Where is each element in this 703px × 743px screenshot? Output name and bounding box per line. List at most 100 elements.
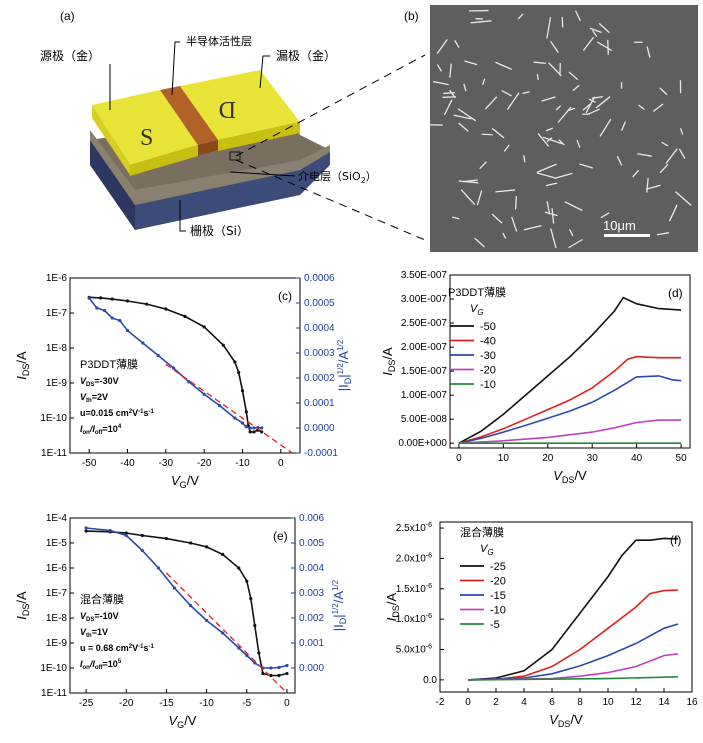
data-point bbox=[260, 426, 264, 430]
x-tick-label: 50 bbox=[676, 453, 688, 464]
x-tick-label: 0 bbox=[456, 453, 462, 464]
zoom-box bbox=[229, 151, 241, 161]
nanowire bbox=[638, 104, 645, 111]
y-tick-label: 5.0x10-6 bbox=[396, 644, 432, 656]
data-point bbox=[87, 296, 91, 300]
y2-tick-label: 0.002 bbox=[299, 613, 324, 624]
x-tick-label: 12 bbox=[630, 697, 642, 708]
y2-tick-label: 0.004 bbox=[299, 563, 324, 574]
nanowire bbox=[582, 36, 595, 51]
nanowire bbox=[551, 208, 555, 224]
data-point bbox=[108, 528, 112, 533]
data-point bbox=[164, 307, 168, 311]
data-point bbox=[261, 671, 265, 676]
nanowire bbox=[536, 73, 539, 81]
data-point bbox=[285, 671, 289, 676]
y2-tick-label: 0.0005 bbox=[304, 298, 335, 309]
series-line bbox=[467, 623, 679, 681]
series-line bbox=[165, 363, 293, 454]
y-tick-label: 0.0 bbox=[423, 675, 437, 686]
drain-electrode-top bbox=[180, 70, 300, 140]
nanowire bbox=[479, 161, 487, 170]
panel-label: (e) bbox=[273, 529, 288, 543]
legend-entry: -10 bbox=[480, 379, 496, 391]
y2-tick-label: -0.0001 bbox=[304, 448, 338, 459]
nanowire bbox=[506, 92, 520, 110]
data-point bbox=[164, 536, 169, 541]
vds-param: VDS=-30V bbox=[80, 376, 119, 388]
x-tick-label: -20 bbox=[119, 698, 134, 709]
onoff-param: Ion/Ioff=104 bbox=[80, 424, 122, 436]
y-tick-label: 1E-11 bbox=[41, 688, 67, 699]
data-point bbox=[244, 410, 248, 414]
drain-electrode-side bbox=[218, 122, 300, 151]
nanowire bbox=[585, 96, 596, 114]
nanowire bbox=[491, 213, 503, 224]
gate-label: 栅极（Si） bbox=[190, 223, 249, 238]
data-point bbox=[125, 328, 130, 333]
y2-tick-label: 0.0003 bbox=[304, 348, 335, 359]
y-tick-label: 5.00E-008 bbox=[401, 414, 448, 425]
y2-tick-label: 0.0006 bbox=[304, 273, 335, 284]
nanowire bbox=[646, 46, 651, 58]
y2-axis-label: |ID|1/2/A1/2 bbox=[331, 579, 348, 631]
x-axis-label: VDS/V bbox=[553, 468, 587, 485]
nanowire bbox=[591, 30, 598, 37]
vth-param: Vth=2V bbox=[80, 392, 108, 404]
data-point bbox=[102, 308, 107, 313]
chart-title: P3DDT薄膜 bbox=[448, 285, 506, 299]
nanowire bbox=[589, 27, 602, 34]
data-point bbox=[140, 548, 144, 553]
source-electrode-top bbox=[92, 90, 198, 165]
mobility-param: u=0.015 cm2V-1s-1 bbox=[80, 408, 155, 418]
nanowire bbox=[454, 40, 460, 48]
y-tick-label: 0.00E+000 bbox=[398, 438, 447, 449]
data-point bbox=[205, 545, 209, 549]
nanowire bbox=[544, 211, 558, 217]
data-point bbox=[248, 430, 252, 434]
series-line bbox=[467, 676, 679, 681]
nanowire bbox=[616, 155, 623, 166]
data-point bbox=[249, 596, 253, 601]
nanowire bbox=[564, 201, 583, 211]
onoff-param: Ion/Ioff=105 bbox=[80, 659, 122, 671]
data-point bbox=[95, 306, 99, 310]
y-tick-label: 1.00E-007 bbox=[401, 390, 448, 401]
panel-b-sem-image: (b) 10μm bbox=[404, 5, 698, 252]
nanowire bbox=[536, 172, 555, 179]
data-point bbox=[277, 673, 281, 678]
zoom-line-bottom bbox=[235, 159, 426, 241]
y-tick-label: 1.0x10-6 bbox=[396, 613, 432, 625]
y-tick-label: 1E-6 bbox=[46, 273, 68, 284]
nanowire bbox=[463, 83, 467, 92]
nanowire bbox=[582, 103, 592, 111]
y-axis-label: IDS/A bbox=[14, 351, 31, 380]
chart-title: 混合薄膜 bbox=[460, 525, 504, 539]
y-tick-label: 1E-10 bbox=[40, 413, 67, 424]
legend-entry: -30 bbox=[480, 350, 496, 362]
data-point bbox=[248, 426, 252, 430]
x-tick-label: -5 bbox=[242, 698, 251, 709]
data-point bbox=[221, 631, 225, 635]
data-point bbox=[188, 541, 193, 545]
nanowire bbox=[659, 163, 669, 174]
semiconductor-label: 半导体活性层 bbox=[186, 34, 252, 48]
nanowire bbox=[449, 63, 452, 78]
y2-tick-label: 0.0004 bbox=[304, 323, 335, 334]
x-tick-label: -25 bbox=[79, 698, 94, 709]
data-point bbox=[233, 360, 237, 364]
series-line bbox=[86, 527, 288, 669]
drain-letter: D bbox=[219, 96, 236, 122]
x-axis-label: VDS/V bbox=[549, 712, 583, 729]
legend-entry: -5 bbox=[490, 619, 500, 631]
film-label: P3DDT薄膜 bbox=[80, 357, 138, 371]
nanowire bbox=[433, 80, 449, 86]
data-point bbox=[124, 533, 128, 538]
nanowire bbox=[495, 189, 516, 193]
data-point bbox=[141, 341, 145, 345]
source-label: 源极（金） bbox=[40, 48, 100, 63]
plot-frame bbox=[69, 517, 296, 694]
plot-frame bbox=[69, 277, 301, 454]
nanowire bbox=[436, 39, 448, 54]
x-tick-label: 4 bbox=[521, 697, 527, 708]
